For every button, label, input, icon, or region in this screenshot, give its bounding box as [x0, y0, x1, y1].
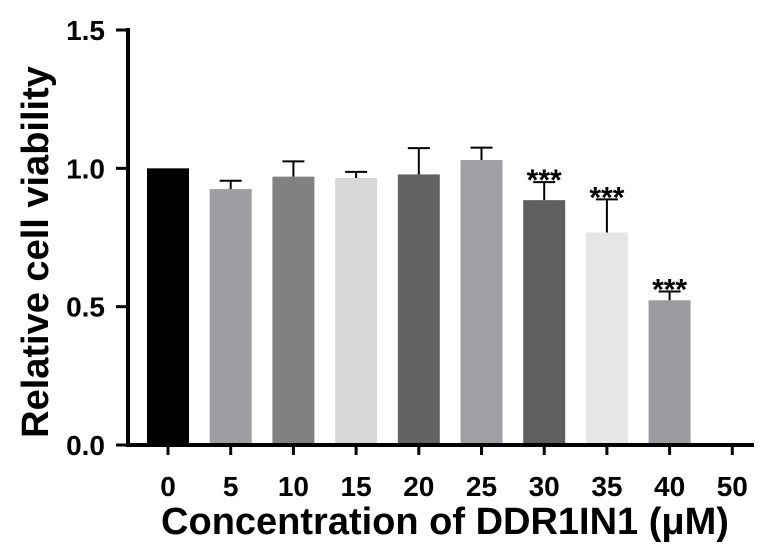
bar-10	[272, 177, 314, 445]
bar-0	[147, 168, 189, 445]
significance-35: ***	[589, 181, 624, 214]
x-tick-label-35: 35	[591, 471, 622, 502]
bar-5	[210, 189, 252, 445]
y-tick-label-0.5: 0.5	[66, 292, 105, 323]
x-tick-label-50: 50	[717, 471, 748, 502]
x-tick-label-40: 40	[654, 471, 685, 502]
x-tick-label-15: 15	[341, 471, 372, 502]
x-tick-label-0: 0	[160, 471, 176, 502]
bar-35	[586, 233, 628, 445]
x-tick-label-25: 25	[466, 471, 497, 502]
x-tick-label-20: 20	[403, 471, 434, 502]
y-tick-label-1.5: 1.5	[66, 15, 105, 46]
y-ticks-layer: 0.0 0.5 1.0 1.5	[66, 15, 128, 461]
bar-25	[461, 160, 503, 445]
x-axis-title: Concentration of DDR1IN1 (μM)	[161, 501, 729, 543]
bar-20	[398, 174, 440, 445]
x-tick-label-5: 5	[223, 471, 239, 502]
bar-15	[335, 178, 377, 445]
x-tick-label-30: 30	[529, 471, 560, 502]
significance-40: ***	[652, 273, 687, 306]
y-axis-title: Relative cell viability	[15, 66, 57, 438]
y-tick-label-0.0: 0.0	[66, 430, 105, 461]
x-ticks-layer: 0 5 10 15 20 25 30 35 40 50	[160, 445, 748, 502]
y-tick-label-1.0: 1.0	[66, 153, 105, 184]
x-tick-label-10: 10	[278, 471, 309, 502]
bar-40	[649, 300, 691, 445]
bar-30	[523, 200, 565, 445]
significance-30: ***	[527, 164, 562, 197]
